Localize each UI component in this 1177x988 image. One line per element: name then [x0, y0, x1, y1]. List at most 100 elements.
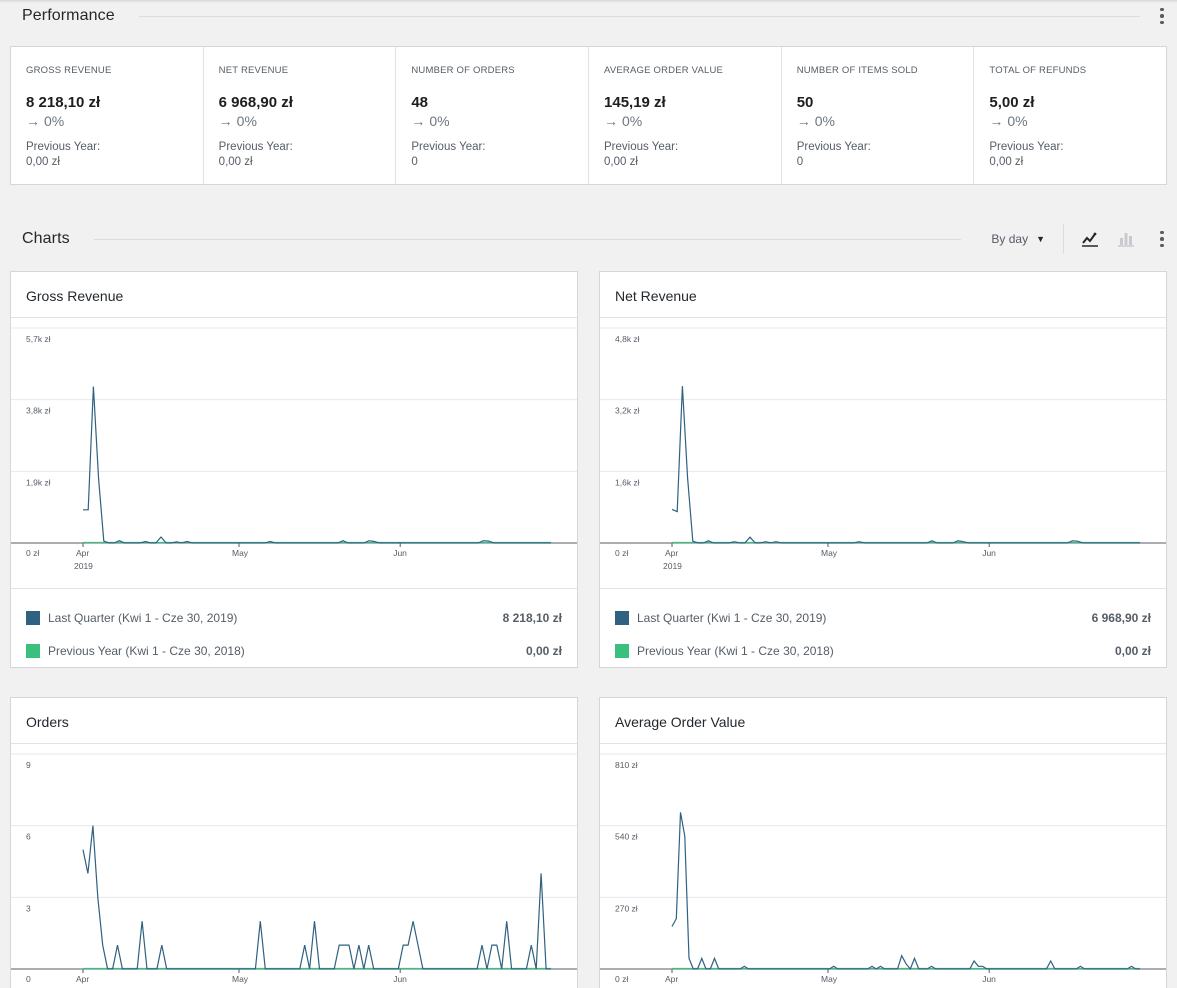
y-tick-label: 3 [26, 903, 31, 913]
top-shadow [0, 0, 1177, 3]
perf-prev-label: Previous Year: [604, 141, 679, 153]
legend-row-current[interactable]: Last Quarter (Kwi 1 - Cze 30, 2019) 6 96… [615, 601, 1151, 634]
perf-item-net-revenue[interactable]: NET REVENUE 6 968,90 zł → 0% Previous Yea… [204, 47, 397, 184]
x-tick-label: Jun [393, 974, 407, 984]
legend-label: Last Quarter (Kwi 1 - Cze 30, 2019) [637, 610, 827, 625]
perf-value: 50 [796, 94, 814, 111]
perf-value: 5,00 zł [989, 94, 1035, 111]
performance-header: Performance [22, 4, 1172, 28]
legend-row-current[interactable]: Last Quarter (Kwi 1 - Cze 30, 2019) 8 21… [26, 601, 562, 634]
perf-value: 8 218,10 zł [26, 94, 101, 111]
x-tick-label: Apr [76, 974, 89, 984]
arrow-right-icon: → [989, 113, 1004, 129]
x-tick-label: May [232, 548, 249, 558]
y-tick-label: 5,7k zł [26, 334, 51, 344]
legend-swatch [26, 610, 40, 625]
perf-prev-label: Previous Year: [218, 141, 293, 153]
arrow-right-icon: → [218, 113, 233, 129]
legend-row-previous[interactable]: Previous Year (Kwi 1 - Cze 30, 2018) 0,0… [615, 634, 1151, 667]
perf-prev-value: 0,00 zł [604, 156, 638, 168]
perf-delta: → 0% [604, 113, 643, 129]
perf-prev-label: Previous Year: [26, 141, 101, 153]
charts-more-icon[interactable] [1152, 229, 1172, 249]
perf-prev-value: 0 [411, 156, 418, 168]
x-tick-label: Jun [982, 974, 996, 984]
section-divider [93, 238, 962, 240]
perf-prev-value: 0,00 zł [218, 156, 253, 168]
y-tick-label: 6 [26, 832, 31, 842]
y-tick-label: 9 [26, 760, 31, 770]
legend-row-previous[interactable]: Previous Year (Kwi 1 - Cze 30, 2018) 0,0… [26, 634, 562, 667]
perf-label: GROSS REVENUE [26, 65, 112, 76]
legend-swatch [615, 643, 629, 658]
legend-label: Previous Year (Kwi 1 - Cze 30, 2018) [48, 643, 245, 658]
perf-item-average-order-value[interactable]: AVERAGE ORDER VALUE 145,19 zł → 0% Previo… [589, 47, 782, 184]
arrow-right-icon: → [604, 113, 619, 129]
y-tick-label: 810 zł [615, 760, 638, 770]
x-tick-label: Apr [76, 548, 89, 558]
chart-title: Orders [11, 698, 577, 744]
y-tick-label: 3,8k zł [26, 406, 51, 416]
perf-value: 6 968,90 zł [218, 94, 293, 111]
charts-header: Charts By day ▼ [22, 223, 1172, 255]
charts-title: Charts [22, 230, 70, 247]
perf-item-total-refunds[interactable]: TOTAL OF REFUNDS 5,00 zł → 0% Previous Ye… [974, 47, 1166, 184]
legend-swatch [26, 643, 40, 658]
chart-title: Average Order Value [600, 698, 1166, 744]
perf-label: NUMBER OF ITEMS SOLD [796, 65, 918, 76]
perf-item-number-of-orders[interactable]: NUMBER OF ORDERS 48 → 0% Previous Year: 0 [396, 47, 590, 184]
y-tick-label: 4,8k zł [615, 334, 640, 344]
perf-prev-value: 0 [796, 156, 804, 168]
perf-item-items-sold[interactable]: NUMBER OF ITEMS SOLD 50 → 0% Previous Yea… [782, 47, 975, 184]
y-tick-label: 0 zł [26, 548, 39, 558]
charts-controls: By day ▼ [961, 224, 1172, 254]
bar-chart-icon[interactable] [1108, 227, 1144, 251]
line-chart-icon[interactable] [1072, 227, 1108, 251]
perf-delta: → 0% [26, 113, 65, 129]
perf-label: AVERAGE ORDER VALUE [604, 65, 724, 76]
interval-value: By day [991, 232, 1029, 246]
perf-label: TOTAL OF REFUNDS [989, 65, 1087, 76]
x-tick-label: May [821, 974, 838, 984]
legend-value: 6 968,90 zł [1091, 610, 1151, 625]
interval-select[interactable]: By day ▼ [961, 232, 1063, 246]
chart-legend: Last Quarter (Kwi 1 - Cze 30, 2019) 8 21… [11, 588, 577, 667]
perf-delta: → 0% [411, 113, 450, 129]
controls-divider [1063, 224, 1064, 254]
orders-chart: 0 3 6 9 Apr May Jun [11, 753, 577, 984]
legend-value: 0,00 zł [1114, 643, 1151, 658]
x-tick-label: Jun [982, 548, 996, 558]
arrow-right-icon: → [796, 113, 811, 129]
series-current-line [82, 825, 551, 970]
series-current-line [671, 386, 1140, 544]
performance-summary: GROSS REVENUE 8 218,10 zł → 0% Previous Y… [10, 46, 1167, 185]
x-year-label: 2019 [74, 561, 93, 571]
perf-delta: → 0% [218, 113, 257, 129]
perf-item-gross-revenue[interactable]: GROSS REVENUE 8 218,10 zł → 0% Previous Y… [11, 47, 204, 184]
x-tick-label: Apr [665, 548, 678, 558]
caret-down-icon: ▼ [1036, 234, 1045, 244]
chart-card-average-order-value: Average Order Value 0 zł 270 zł 540 zł 810 … [599, 697, 1167, 988]
x-tick-label: May [821, 548, 838, 558]
x-tick-label: Apr [665, 974, 678, 984]
arrow-right-icon: → [411, 113, 426, 129]
net-revenue-chart: 0 zł 1,6k zł 3,2k zł 4,8k zł Apr May Jun 2019 [600, 327, 1166, 571]
perf-prev-value: 0,00 zł [989, 156, 1024, 168]
perf-prev-label: Previous Year: [796, 141, 871, 153]
performance-more-icon[interactable] [1152, 6, 1172, 26]
chart-card-orders: Orders 0 3 6 9 Apr May Jun [10, 697, 578, 988]
perf-label: NET REVENUE [218, 65, 289, 76]
y-tick-label: 0 zł [615, 974, 628, 984]
gross-revenue-chart: 0 zł 1,9k zł 3,8k zł 5,7k zł Apr May Jun 2019 [11, 327, 577, 571]
perf-prev-label: Previous Year: [411, 141, 486, 153]
y-tick-label: 3,2k zł [615, 406, 640, 416]
legend-label: Last Quarter (Kwi 1 - Cze 30, 2019) [48, 610, 238, 625]
legend-value: 0,00 zł [525, 643, 562, 658]
y-tick-label: 1,9k zł [26, 477, 51, 487]
x-year-label: 2019 [663, 561, 682, 571]
x-tick-label: Jun [393, 548, 407, 558]
y-tick-label: 270 zł [615, 903, 638, 913]
y-tick-label: 0 [26, 974, 31, 984]
chart-title: Gross Revenue [11, 272, 577, 318]
average-order-value-chart: 0 zł 270 zł 540 zł 810 zł Apr May Jun [600, 753, 1166, 984]
